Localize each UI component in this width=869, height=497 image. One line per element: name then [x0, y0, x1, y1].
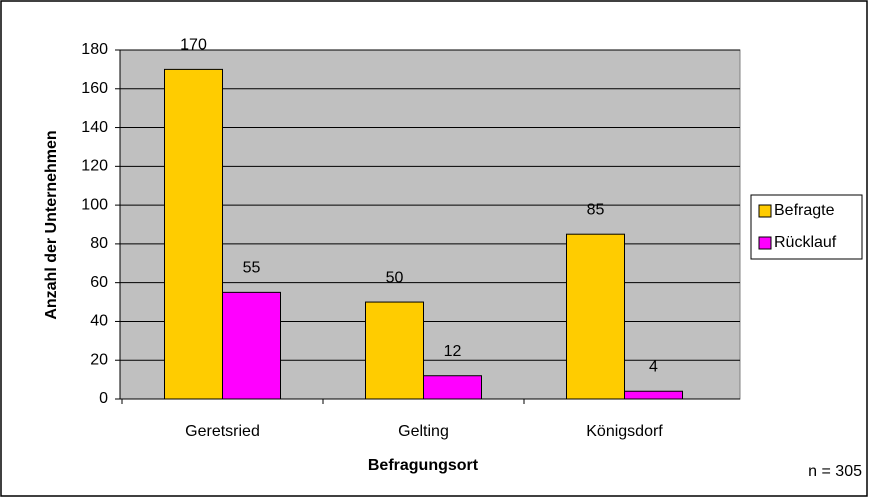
y-axis-label: Anzahl der Unternehmen [43, 130, 60, 319]
y-tick-label: 100 [81, 196, 108, 213]
y-tick-label: 0 [99, 390, 108, 407]
data-label: 50 [386, 269, 404, 286]
bar [164, 68, 223, 400]
x-axis-label: Befragungsort [368, 457, 479, 474]
bar [423, 375, 482, 400]
y-tick-label: 160 [81, 80, 108, 97]
legend-label: Rücklauf [774, 234, 837, 251]
y-tick-label: 40 [90, 313, 108, 330]
data-label: 85 [587, 201, 605, 218]
data-label: 170 [180, 37, 207, 54]
bar [566, 233, 625, 400]
y-tick-label: 80 [90, 235, 108, 252]
legend-swatch [758, 236, 772, 250]
y-tick-label: 120 [81, 158, 108, 175]
bar [222, 291, 281, 400]
annotation: n = 305 [808, 463, 862, 480]
x-tick-label: Königsdorf [586, 423, 663, 440]
y-tick-label: 140 [81, 119, 108, 136]
data-label: 55 [243, 260, 261, 277]
x-tick-label: Gelting [398, 423, 449, 440]
data-label: 12 [444, 343, 462, 360]
y-tick-label: 60 [90, 274, 108, 291]
legend-label: Befragte [774, 202, 835, 219]
bar [624, 390, 683, 400]
bar [365, 301, 424, 400]
legend-swatch [758, 204, 772, 218]
y-tick-label: 180 [81, 41, 108, 58]
y-tick-label: 20 [90, 351, 108, 368]
data-label: 4 [649, 358, 658, 375]
x-tick-label: Geretsried [185, 423, 260, 440]
